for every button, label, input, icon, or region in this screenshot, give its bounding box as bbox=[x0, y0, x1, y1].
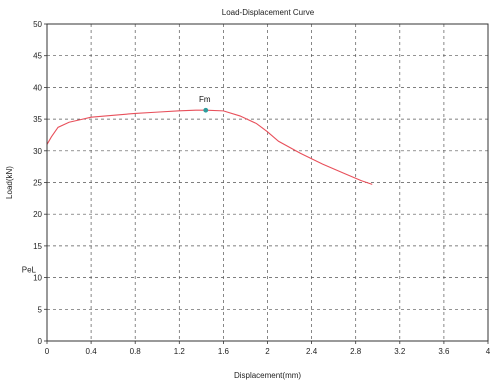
x-axis-ticks: 0 0.4 0.8 1.2 1.6 2 2.4 2.8 3.2 3.6 4 bbox=[45, 341, 490, 356]
x-tick-label: 3.6 bbox=[438, 347, 450, 356]
x-tick-label: 0 bbox=[45, 347, 50, 356]
y-tick-label: 45 bbox=[33, 52, 42, 61]
x-tick-label: 4 bbox=[486, 347, 490, 356]
x-tick-label: 3.2 bbox=[394, 347, 406, 356]
x-tick-label: 2 bbox=[265, 347, 270, 356]
x-tick-label: 2.8 bbox=[350, 347, 362, 356]
pel-label: PeL bbox=[22, 265, 37, 274]
y-tick-label: 40 bbox=[33, 83, 42, 92]
y-axis-ticks: 0 5 10 15 20 25 30 35 40 45 50 bbox=[33, 20, 47, 346]
fm-marker bbox=[203, 107, 209, 113]
y-tick-label: 50 bbox=[33, 20, 42, 29]
x-tick-label: 1.6 bbox=[218, 347, 230, 356]
y-axis-title: Load(kN) bbox=[5, 166, 14, 199]
x-tick-label: 1.2 bbox=[174, 347, 186, 356]
y-tick-label: 35 bbox=[33, 115, 42, 124]
x-tick-label: 0.8 bbox=[130, 347, 142, 356]
y-tick-label: 25 bbox=[33, 179, 42, 188]
plot-frame bbox=[46, 23, 489, 342]
x-axis-title: Displacement(mm) bbox=[234, 371, 301, 380]
x-tick-label: 2.4 bbox=[306, 347, 318, 356]
grid-lines bbox=[47, 24, 488, 341]
y-tick-label: 15 bbox=[33, 242, 42, 251]
x-tick-label: 0.4 bbox=[86, 347, 98, 356]
y-tick-label: 20 bbox=[33, 210, 42, 219]
y-tick-label: 0 bbox=[38, 337, 43, 346]
y-tick-label: 10 bbox=[33, 274, 42, 283]
chart-title: Load-Displacement Curve bbox=[222, 8, 315, 17]
y-tick-label: 30 bbox=[33, 147, 42, 156]
y-tick-label: 5 bbox=[38, 305, 43, 314]
series-line bbox=[46, 109, 373, 185]
fm-label: Fm bbox=[199, 95, 211, 104]
